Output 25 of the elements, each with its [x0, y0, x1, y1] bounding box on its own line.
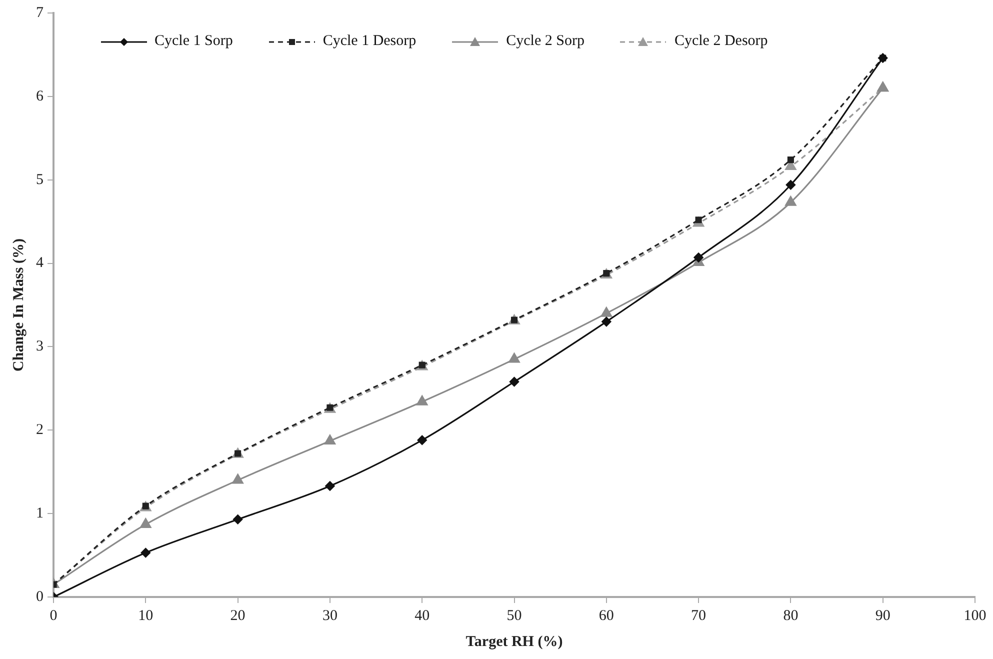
- x-tick-label: 20: [230, 608, 246, 624]
- x-tick-label: 80: [783, 608, 798, 624]
- y-tick-label: 4: [36, 255, 44, 272]
- legend-label: Cycle 1 Sorp: [154, 33, 233, 50]
- legend-label: Cycle 2 Desorp: [674, 33, 768, 50]
- x-axis-title: Target RH (%): [466, 634, 563, 650]
- y-tick-label: 6: [36, 88, 44, 104]
- y-tick-label: 5: [36, 172, 44, 188]
- y-tick-label: 1: [36, 506, 44, 522]
- x-tick-label: 70: [691, 608, 706, 624]
- x-tick-label: 30: [322, 608, 338, 624]
- x-tick-label: 10: [138, 608, 154, 624]
- y-axis-title: Change In Mass (%): [10, 238, 27, 372]
- y-tick-label: 7: [36, 4, 44, 21]
- x-tick-label: 90: [875, 608, 890, 624]
- x-tick-label: 0: [50, 608, 58, 624]
- legend-label: Cycle 1 Desorp: [322, 33, 416, 50]
- x-tick-label: 60: [598, 608, 614, 624]
- x-tick-label: 50: [506, 608, 522, 624]
- y-tick-label: 0: [36, 588, 44, 605]
- x-tick-label: 100: [964, 608, 986, 624]
- y-tick-label: 2: [36, 422, 44, 438]
- x-tick-label: 40: [414, 608, 430, 624]
- y-tick-label: 3: [36, 338, 44, 355]
- legend-label: Cycle 2 Sorp: [506, 33, 584, 50]
